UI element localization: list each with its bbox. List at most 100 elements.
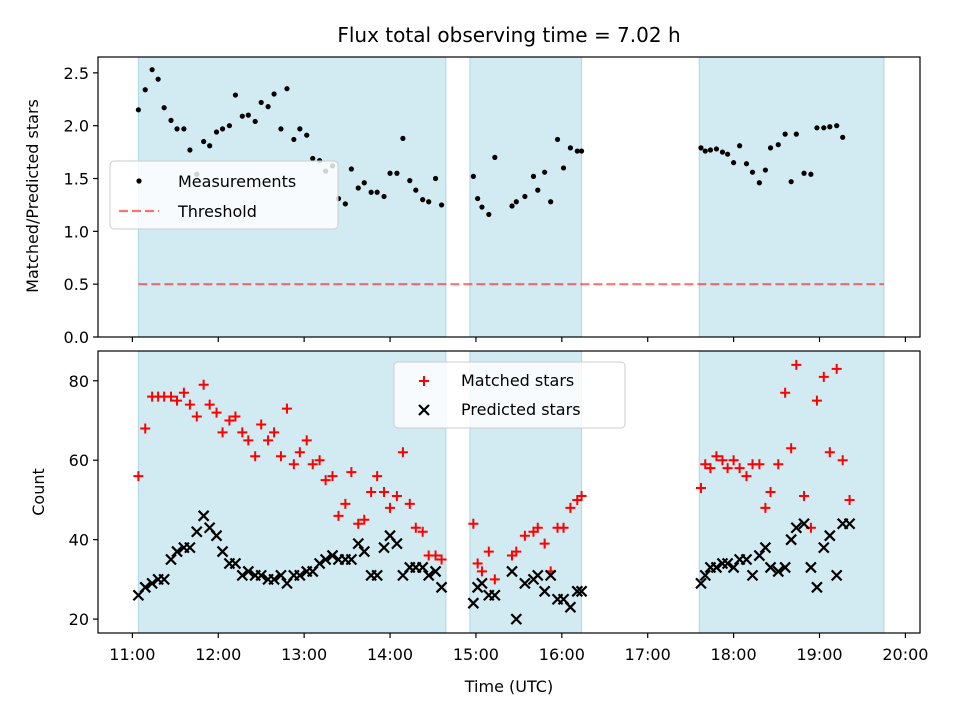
matched-star-point: [294, 447, 305, 458]
predicted-star-point: [772, 565, 785, 578]
predicted-star-point: [139, 581, 152, 594]
predicted-star-point: [811, 581, 823, 594]
measurement-point: [271, 91, 277, 97]
matched-star-point: [333, 510, 344, 521]
matched-star-point: [288, 459, 299, 470]
matched-star-point: [811, 395, 822, 406]
x-tick-label: 18:00: [711, 645, 757, 664]
measurement-point: [814, 125, 820, 131]
x-tick-label: 11:00: [109, 645, 155, 664]
top-y-tick-label: 2.5: [64, 64, 89, 83]
predicted-star-point: [785, 533, 797, 546]
predicted-star-point: [805, 561, 817, 574]
x-tick-label: 16:00: [539, 645, 585, 664]
top-y-tick-label: 0.0: [64, 328, 89, 347]
matched-star-point: [717, 455, 728, 466]
predicted-star-point: [313, 557, 326, 570]
predicted-star-point: [190, 525, 203, 538]
x-tick-label: 15:00: [453, 645, 499, 664]
matched-star-point: [722, 463, 733, 474]
matched-star-point: [237, 427, 248, 438]
matched-star-point: [476, 566, 487, 577]
measurement-point: [548, 199, 554, 205]
matched-star-point: [230, 411, 241, 422]
measurement-point: [702, 148, 708, 154]
measurement-point: [252, 118, 258, 125]
measurement-point: [348, 166, 354, 172]
measurement-point: [767, 145, 774, 151]
predicted-star-point: [358, 545, 371, 558]
predicted-star-point: [510, 613, 523, 625]
bottom-y-tick-label: 40: [69, 531, 89, 550]
x-tick-label: 19:00: [796, 645, 842, 664]
measurement-point: [522, 193, 528, 200]
measurement-point: [413, 187, 419, 193]
matched-star-point: [198, 379, 209, 390]
predicted-star-point: [699, 569, 712, 582]
predicted-star-point: [184, 541, 196, 554]
measurement-point: [219, 126, 226, 132]
measurement-point: [161, 105, 167, 111]
measurement-point: [265, 104, 271, 110]
matched-star-point: [791, 359, 802, 370]
predicted-star-point: [695, 577, 707, 590]
matched-star-point: [250, 451, 261, 462]
predicted-star-point: [146, 577, 158, 590]
predicted-star-point: [746, 569, 759, 582]
top-legend-box: [109, 160, 339, 230]
matched-star-point: [224, 415, 235, 426]
matched-star-point: [700, 459, 711, 470]
measurement-point: [207, 143, 213, 149]
matched-star-point: [301, 435, 312, 446]
measurement-point: [808, 171, 814, 177]
matched-star-point: [705, 463, 716, 474]
measurement-point: [788, 179, 794, 185]
matched-star-point: [204, 399, 215, 410]
matched-star-point: [140, 423, 151, 434]
matched-star-point: [327, 471, 338, 482]
predicted-star-point: [544, 569, 557, 582]
matched-star-point: [539, 538, 550, 549]
predicted-star-point: [740, 553, 753, 566]
bottom-observing-window: [698, 350, 885, 634]
measurement-point: [724, 151, 731, 157]
measurement-point: [827, 124, 833, 130]
matched-star-point: [483, 546, 494, 557]
measurement-point: [400, 135, 406, 141]
matched-star-point: [511, 546, 522, 557]
measurement-point: [155, 76, 161, 82]
measurement-point: [719, 149, 726, 155]
measurement-point: [707, 147, 714, 153]
legend-threshold-label: Threshold: [177, 202, 257, 221]
matched-star-point: [754, 459, 765, 470]
matched-star-point: [211, 407, 222, 418]
measurement-point: [135, 107, 141, 113]
predicted-star-point: [210, 529, 223, 542]
legend-matched-label: Matched stars: [461, 371, 574, 390]
top-legend: Measurements Threshold: [109, 160, 339, 230]
bottom-panel-ylabel: Count: [29, 468, 48, 516]
predicted-star-point: [236, 569, 249, 582]
top-observing-window: [698, 56, 885, 338]
matched-star-point: [780, 387, 791, 398]
matched-star-point: [391, 490, 402, 501]
predicted-star-point: [798, 517, 810, 530]
bottom-legend-box: [393, 361, 626, 429]
measurement-point: [737, 143, 743, 149]
matched-star-point: [385, 502, 396, 513]
predicted-star-point: [753, 549, 766, 562]
predicted-star-point: [467, 597, 480, 609]
matched-star-point: [695, 483, 706, 494]
matched-star-point: [417, 526, 428, 537]
matched-star-point: [519, 530, 530, 541]
matched-star-point: [818, 371, 829, 382]
top-panel-ylabel: Matched/Predicted stars: [23, 99, 42, 293]
bottom-legend: Matched stars Predicted stars: [393, 361, 626, 429]
legend-measurements-label: Measurements: [178, 172, 296, 191]
matched-star-point: [799, 490, 810, 501]
measurement-point: [470, 173, 476, 179]
matched-star-point: [760, 502, 771, 513]
legend-measurement-marker: [136, 178, 142, 184]
predicted-star-point: [727, 561, 740, 574]
